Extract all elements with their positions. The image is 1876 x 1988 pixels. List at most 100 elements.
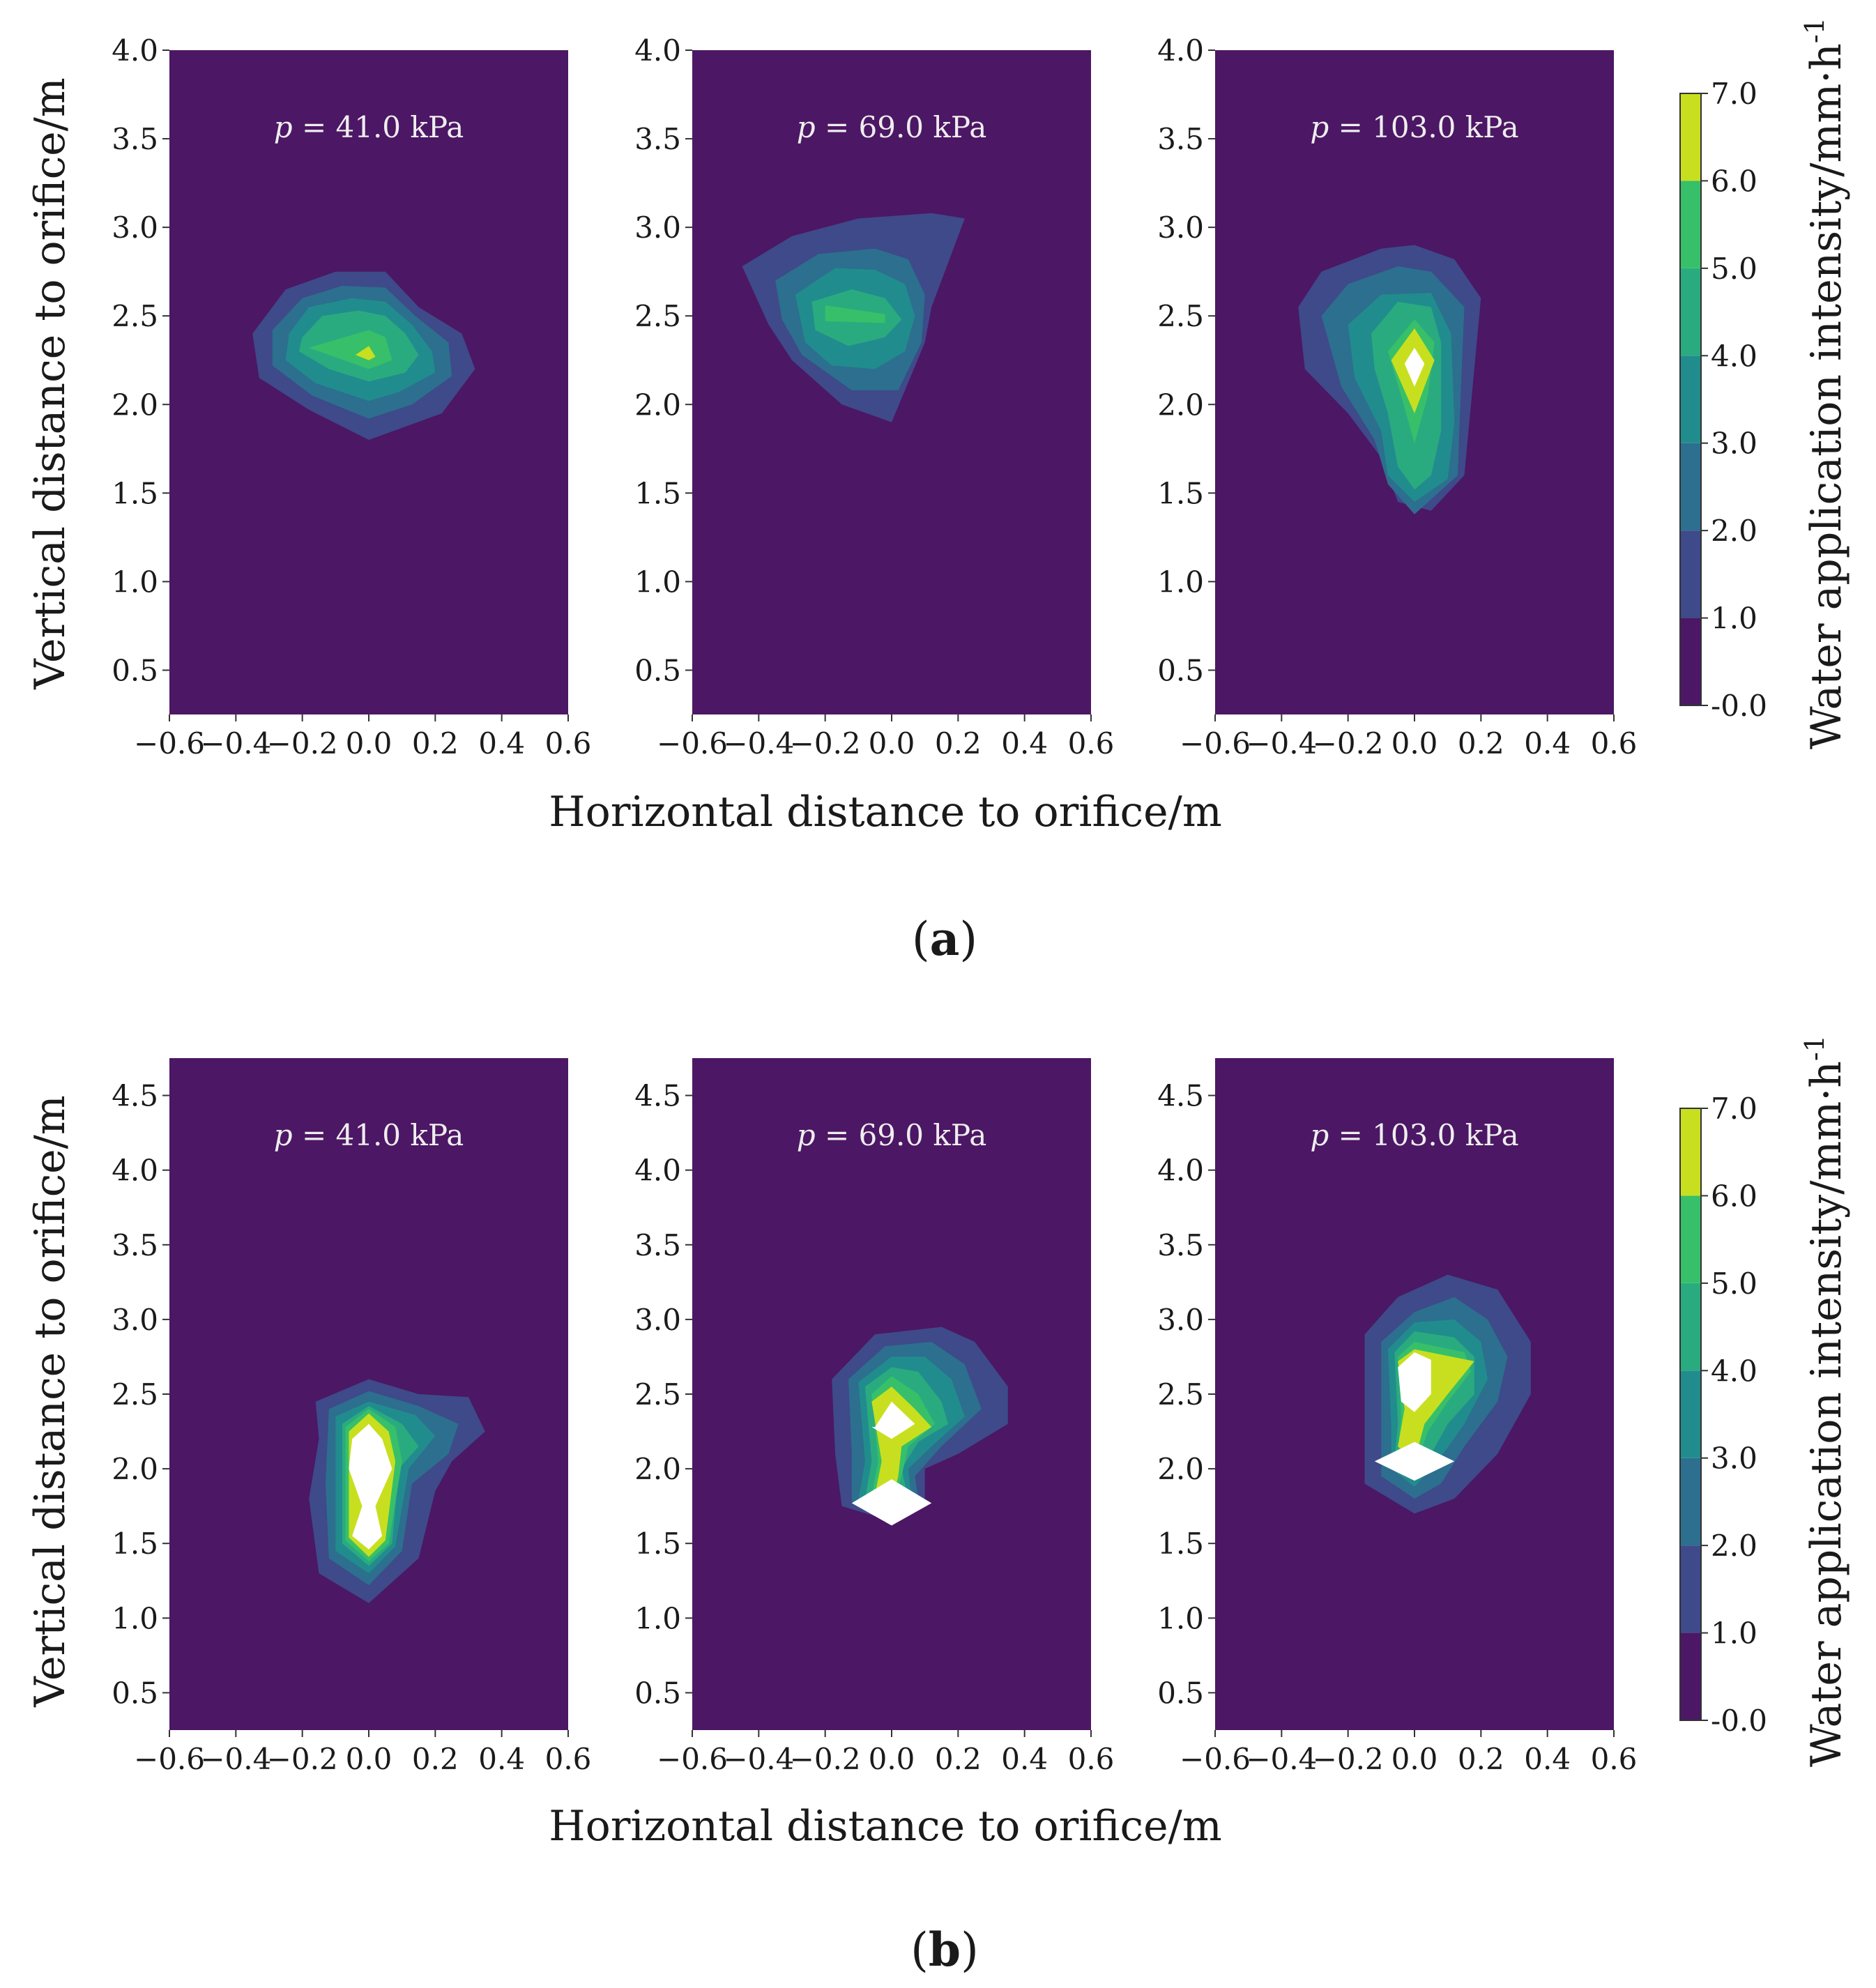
text-layer: Horizontal distance to orifice/m Horizon…: [26, 17, 1851, 1977]
y-tick-label: 1.5: [634, 1527, 681, 1561]
pressure-label: p = 41.0 kPa: [274, 110, 464, 144]
x-tick-label: 0.2: [935, 726, 982, 760]
subplot-b-1: p = 41.0 kPa −0.6−0.4−0.2 0.0 0.2 0.4 0.6 0.5 1…: [112, 1058, 591, 1776]
contour-level-7: [349, 1423, 392, 1550]
x-tick-label: 0.6: [1068, 1742, 1115, 1776]
pressure-value: = 41.0 kPa: [293, 110, 464, 144]
y-tick-label: 2.5: [634, 1377, 681, 1412]
colorbar-band: [1680, 268, 1701, 356]
y-tick-label: 2.5: [112, 1377, 158, 1412]
x-tick-label: 0.4: [478, 726, 525, 760]
y-tick-label: 0.5: [112, 1676, 158, 1710]
y-tick-label: 4.5: [634, 1079, 681, 1113]
colorbar-band: [1680, 1370, 1701, 1458]
x-tick-label: −0.6: [657, 1742, 728, 1776]
subplot-a-1: p = 41.0 kPa −0.6−0.4−0.2 0.0 0.2 0.4 0.6 0.5 1…: [112, 33, 591, 760]
x-tick-label: −0.2: [1313, 1742, 1384, 1776]
x-tick-label: −0.2: [790, 1742, 861, 1776]
x-tick-label: 0.6: [1591, 726, 1638, 760]
y-tick-label: 1.0: [112, 565, 158, 599]
pressure-symbol: p: [1310, 110, 1329, 144]
colorbar-tick-label: 4.0: [1711, 1354, 1757, 1388]
contour-level-5: [825, 305, 885, 323]
y-tick-label: 2.0: [112, 1452, 158, 1486]
colorbar-tick-label: 5.0: [1711, 1267, 1757, 1301]
x-tick-label: −0.2: [267, 726, 338, 760]
y-tick-label: 1.0: [634, 565, 681, 599]
pressure-label: p = 103.0 kPa: [1310, 110, 1518, 144]
y-tick-label: 3.5: [112, 1228, 158, 1262]
colorbar-band: [1680, 1458, 1701, 1546]
y-tick-label: 1.5: [634, 476, 681, 510]
x-tick-label: 0.0: [346, 1742, 392, 1776]
contour-level-7: [1374, 1442, 1455, 1481]
x-tick-label: 0.2: [935, 1742, 982, 1776]
panel-label-a: (a): [912, 912, 977, 966]
x-tick-label: −0.6: [657, 726, 728, 760]
pressure-symbol: p: [274, 110, 293, 144]
y-tick-label: 3.5: [1157, 1228, 1204, 1262]
pressure-label: p = 41.0 kPa: [274, 1118, 464, 1152]
pressure-label: p = 103.0 kPa: [1310, 1118, 1518, 1152]
colorbar-tick-label: 1.0: [1711, 1616, 1757, 1651]
y-tick-label: 1.5: [112, 476, 158, 510]
y-tick-label: 3.0: [112, 1303, 158, 1337]
x-tick-label: 0.4: [1001, 726, 1048, 760]
pressure-value: = 103.0 kPa: [1329, 110, 1518, 144]
pressure-symbol: p: [1310, 1118, 1329, 1152]
colorbar-band: [1680, 1283, 1701, 1371]
colorbar-label-b-sup: -1: [1799, 1035, 1830, 1061]
y-tick-label: 3.0: [1157, 211, 1204, 245]
y-tick-label: 2.0: [634, 1452, 681, 1486]
subplot-a-2: p = 69.0 kPa −0.6−0.4−0.2 0.0 0.2 0.4 0.6 0.5 1…: [634, 33, 1114, 760]
colorbar-band: [1680, 1108, 1701, 1196]
colorbar-tick-label: 2.0: [1711, 514, 1757, 548]
colorbar-tick-label: -0.0: [1711, 1704, 1767, 1738]
x-tick-label: 0.0: [1391, 726, 1438, 760]
y-tick-label: 2.5: [1157, 1377, 1204, 1412]
y-tick-label: 3.5: [634, 1228, 681, 1262]
y-tick-label: 1.0: [112, 1601, 158, 1635]
pressure-symbol: p: [274, 1118, 293, 1152]
y-tick-label: 1.5: [112, 1527, 158, 1561]
colorbar-label-b-main: Water application intensity/mm·h: [1802, 1061, 1851, 1767]
y-tick-label: 4.0: [634, 33, 681, 68]
y-tick-label: 3.0: [112, 211, 158, 245]
ylabel-b: Vertical distance to orifice/m: [26, 1095, 75, 1708]
y-tick-label: 1.0: [634, 1601, 681, 1635]
contour-level-7: [1398, 1352, 1431, 1412]
y-tick-label: 2.5: [634, 299, 681, 333]
colorbar-label-a-main: Water application intensity/mm·h: [1802, 43, 1851, 749]
colorbar-frame: [1679, 93, 1702, 706]
pressure-symbol: p: [797, 110, 816, 144]
subplot-b-3: p = 103.0 kPa −0.6−0.4−0.2 0.0 0.2 0.4 0.6 0.5…: [1157, 1058, 1637, 1776]
colorbar-tick-label: 7.0: [1711, 1092, 1757, 1126]
colorbar-b: -0.0 1.0 2.0 3.0 4.0 5.0 6.0 7.0: [1679, 1092, 1767, 1738]
ylabel-a: Vertical distance to orifice/m: [26, 77, 75, 690]
y-tick-label: 3.5: [1157, 122, 1204, 156]
x-tick-label: −0.6: [134, 1742, 205, 1776]
contour-level-7: [851, 1479, 932, 1526]
colorbar-band: [1680, 93, 1701, 181]
y-tick-label: 2.0: [112, 388, 158, 422]
colorbar-frame: [1679, 1108, 1702, 1721]
x-tick-label: −0.4: [200, 1742, 271, 1776]
x-tick-label: −0.4: [200, 726, 271, 760]
contour-level-7: [871, 1401, 915, 1439]
colorbar-label-a: Water application intensity/mm·h-1: [1799, 17, 1851, 749]
x-tick-label: −0.4: [723, 726, 794, 760]
xlabel-a: Horizontal distance to orifice/m: [549, 788, 1221, 836]
x-tick-label: 0.6: [545, 726, 592, 760]
pressure-value: = 69.0 kPa: [816, 110, 987, 144]
y-tick-label: 3.5: [634, 122, 681, 156]
colorbar-band: [1680, 530, 1701, 618]
pressure-value: = 41.0 kPa: [293, 1118, 464, 1152]
y-tick-label: 4.5: [112, 1079, 158, 1113]
x-tick-label: −0.2: [267, 1742, 338, 1776]
y-tick-label: 4.0: [1157, 33, 1204, 68]
y-tick-label: 0.5: [1157, 1676, 1204, 1710]
y-tick-label: 4.0: [1157, 1154, 1204, 1188]
subplot-a-3: p = 103.0 kPa −0.6−0.4−0.2 0.0 0.2 0.4 0.6 0.5…: [1157, 33, 1637, 760]
colorbar-tick-label: -0.0: [1711, 689, 1767, 723]
y-tick-label: 1.5: [1157, 476, 1204, 510]
